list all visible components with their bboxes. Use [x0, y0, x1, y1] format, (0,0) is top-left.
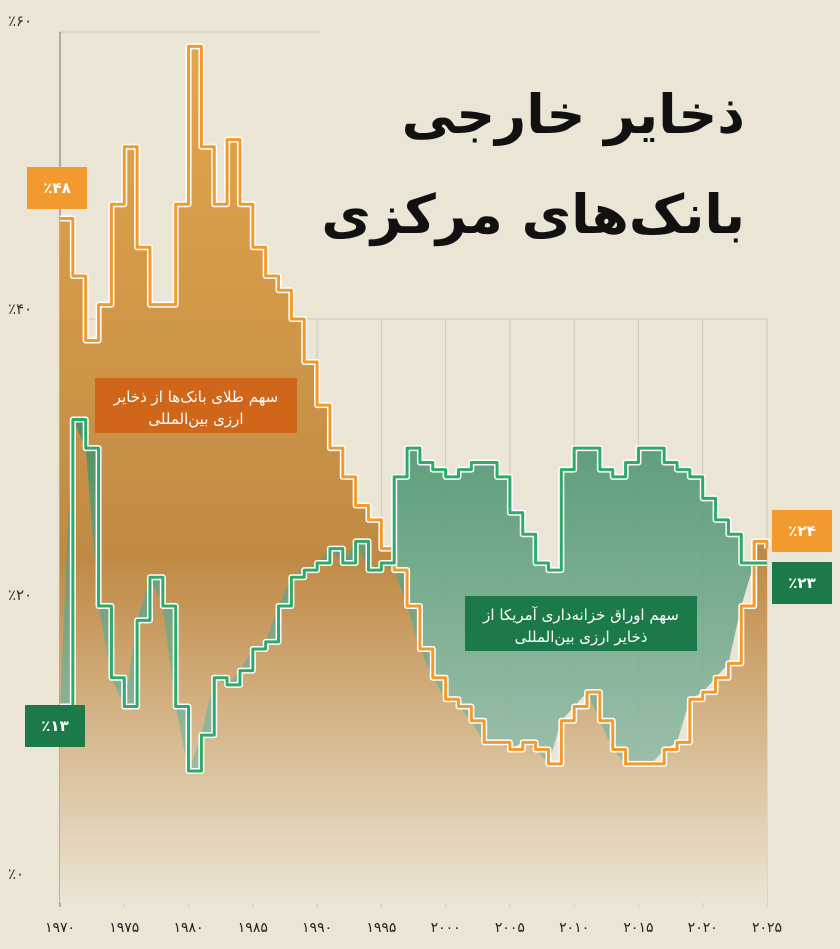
- title-line-2: بانک‌های مرکزی: [321, 183, 745, 246]
- treasury-end-badge: ٪۲۳: [772, 562, 832, 604]
- x-tick-label: ۱۹۸۰: [173, 920, 204, 936]
- x-tick-label: ۲۰۲۵: [751, 920, 783, 936]
- x-tick-label: ۱۹۹۵: [366, 920, 397, 936]
- lines: [59, 43, 770, 775]
- treasury-start-badge: ٪۱۳: [25, 705, 85, 747]
- x-tick-label: ۱۹۹۰: [302, 920, 333, 936]
- chart-title: ذخایر خارجی بانک‌های مرکزی: [321, 65, 745, 265]
- gold-start-badge: ٪۴۸: [27, 167, 87, 209]
- x-tick-label: ۲۰۱۵: [623, 920, 654, 936]
- y-tick-label: ٪۰: [8, 865, 25, 883]
- y-tick-label: ٪۶۰: [8, 12, 33, 30]
- x-tick-label: ۱۹۷۰: [44, 920, 76, 936]
- treasury-share-line: [60, 417, 767, 773]
- x-tick-label: ۱۹۷۵: [109, 920, 140, 936]
- x-tick-label: ۲۰۲۰: [687, 920, 718, 936]
- x-tick-label: ۲۰۰۵: [494, 920, 525, 936]
- y-tick-label: ٪۲۰: [8, 586, 33, 604]
- y-tick-label: ٪۴۰: [8, 300, 33, 318]
- x-tick-label: ۲۰۰۰: [430, 920, 461, 936]
- gold-area: [60, 46, 767, 904]
- x-tick-label: ۱۹۸۵: [237, 920, 268, 936]
- x-tick-label: ۲۰۱۰: [559, 920, 590, 936]
- title-line-1: ذخایر خارجی: [401, 83, 745, 146]
- gold-end-badge: ٪۲۴: [772, 510, 832, 552]
- treasury-annotation: سهم اوراق خزانه‌داری آمریکا از ذخایر ارز…: [465, 596, 697, 651]
- gold-annotation: سهم طلای بانک‌ها از ذخایر ارزی بین‌الملل…: [95, 378, 297, 433]
